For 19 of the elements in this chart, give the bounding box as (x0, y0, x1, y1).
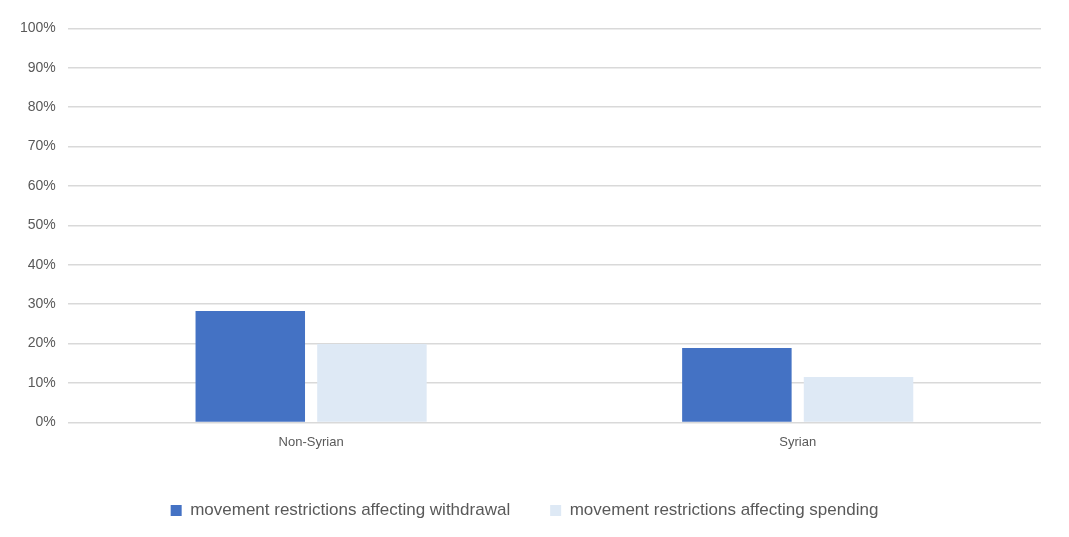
y-tick-label: 20% (27, 334, 56, 351)
legend-label: movement restrictions affecting withdrawal (190, 500, 511, 520)
legend-label: movement restrictions affecting spending (569, 500, 879, 520)
y-tick-label: 50% (27, 216, 56, 233)
y-tick-label: 90% (27, 58, 56, 75)
bar (803, 377, 914, 422)
y-tick-label: 80% (27, 98, 56, 115)
y-tick-label: 70% (27, 137, 56, 154)
y-tick-label: 40% (27, 255, 56, 272)
bar (682, 347, 792, 422)
y-tick-label: 60% (27, 176, 56, 193)
x-tick-label: Syrian (779, 433, 817, 449)
x-tick-label: Non-Syrian (278, 433, 344, 449)
bar (195, 310, 306, 422)
y-tick-label: 10% (27, 373, 56, 390)
y-tick-label: 100% (19, 19, 56, 36)
y-tick-label: 0% (35, 413, 56, 430)
bar (317, 343, 427, 422)
y-tick-label: 30% (27, 295, 56, 312)
